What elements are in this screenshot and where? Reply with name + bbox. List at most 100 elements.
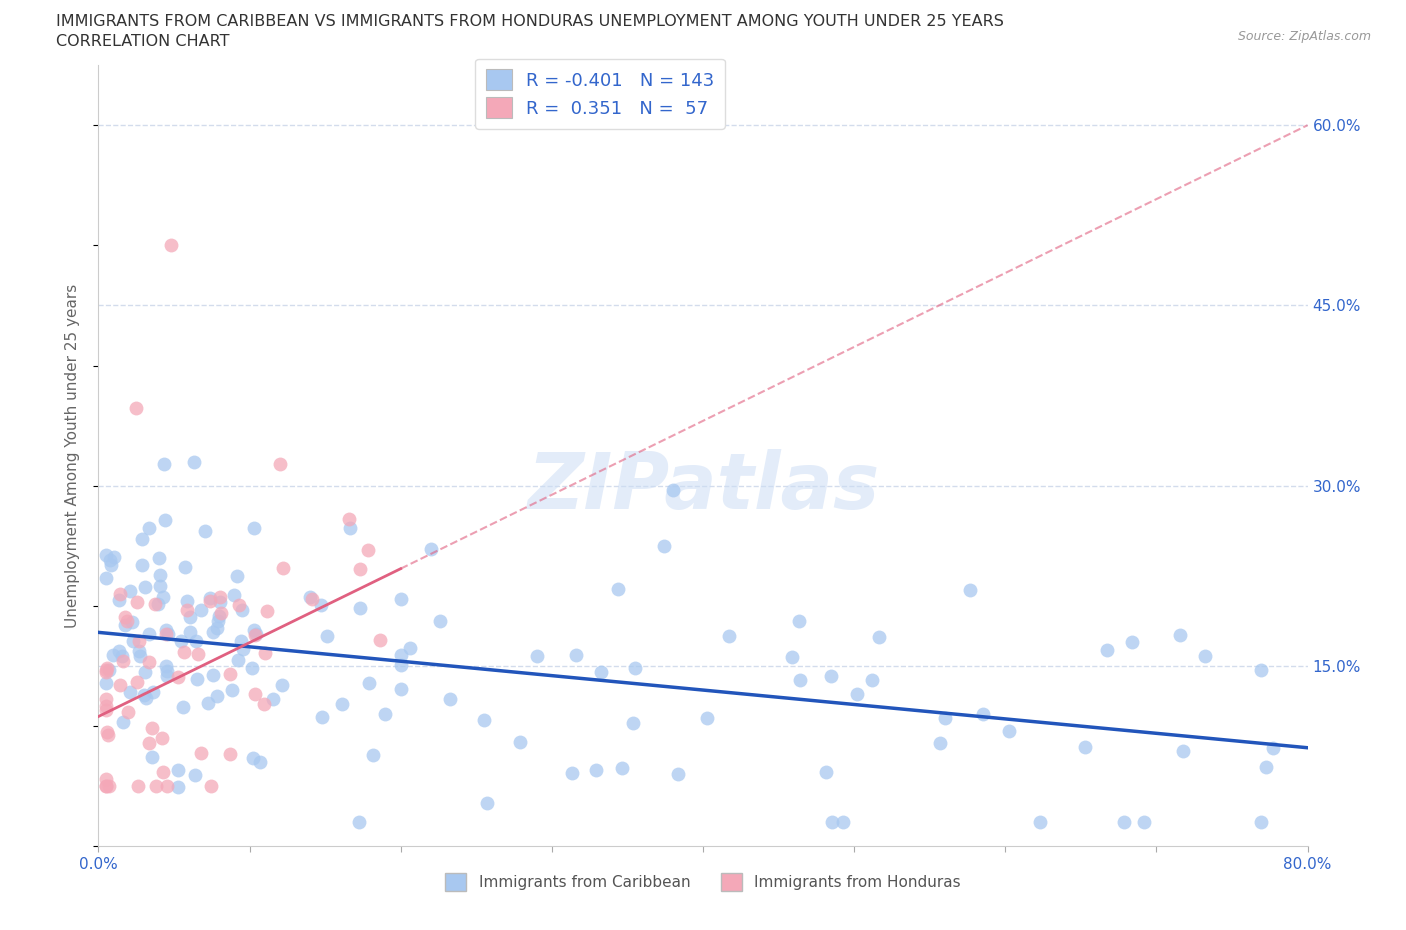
Point xyxy=(198,591,221,605)
Point xyxy=(271,678,294,693)
Point xyxy=(209,594,232,609)
Point xyxy=(134,664,156,679)
Point xyxy=(108,678,131,693)
Point xyxy=(97,727,120,742)
Point xyxy=(155,658,177,673)
Point xyxy=(652,538,675,553)
Point xyxy=(240,661,263,676)
Point xyxy=(845,686,868,701)
Point xyxy=(1254,760,1277,775)
Point xyxy=(186,633,208,648)
Point xyxy=(228,597,250,612)
Point xyxy=(103,550,125,565)
Point xyxy=(311,710,333,724)
Point xyxy=(243,622,266,637)
Point xyxy=(190,746,212,761)
Y-axis label: Unemployment Among Youth under 25 years: Unemployment Among Youth under 25 years xyxy=(65,284,80,628)
Point xyxy=(205,620,228,635)
Point xyxy=(94,570,117,585)
Point xyxy=(696,711,718,725)
Point xyxy=(145,778,167,793)
Point xyxy=(361,748,384,763)
Point xyxy=(94,665,117,680)
Point xyxy=(221,682,243,697)
Point xyxy=(232,641,254,656)
Point xyxy=(94,772,117,787)
Point xyxy=(198,593,221,608)
Point xyxy=(339,521,361,536)
Point xyxy=(1132,815,1154,830)
Point xyxy=(1095,642,1118,657)
Point xyxy=(121,615,143,630)
Point xyxy=(138,736,160,751)
Point xyxy=(374,707,396,722)
Point xyxy=(561,765,583,780)
Point xyxy=(243,686,266,701)
Point xyxy=(1261,740,1284,755)
Point xyxy=(96,725,118,740)
Point xyxy=(472,712,495,727)
Point xyxy=(419,541,441,556)
Point xyxy=(718,629,741,644)
Point xyxy=(219,667,242,682)
Text: Source: ZipAtlas.com: Source: ZipAtlas.com xyxy=(1237,30,1371,43)
Point xyxy=(242,751,264,765)
Point xyxy=(509,735,531,750)
Point xyxy=(205,688,228,703)
Legend: Immigrants from Caribbean, Immigrants from Honduras: Immigrants from Caribbean, Immigrants fr… xyxy=(439,868,967,897)
Point xyxy=(316,628,339,643)
Point xyxy=(170,633,193,648)
Point xyxy=(94,676,117,691)
Point xyxy=(815,764,838,779)
Point xyxy=(389,682,412,697)
Point xyxy=(142,684,165,699)
Point xyxy=(254,645,277,660)
Point xyxy=(98,778,121,793)
Point xyxy=(359,675,381,690)
Point xyxy=(565,647,588,662)
Point xyxy=(179,610,201,625)
Point xyxy=(612,761,634,776)
Point xyxy=(666,766,689,781)
Point xyxy=(780,649,803,664)
Point xyxy=(143,596,166,611)
Point xyxy=(115,614,138,629)
Point xyxy=(207,614,229,629)
Point xyxy=(173,559,195,574)
Point xyxy=(122,633,145,648)
Point xyxy=(229,633,252,648)
Point xyxy=(330,697,353,711)
Text: ZIPatlas: ZIPatlas xyxy=(527,449,879,525)
Point xyxy=(152,590,174,604)
Point xyxy=(111,714,134,729)
Point xyxy=(190,603,212,618)
Point xyxy=(103,647,125,662)
Point xyxy=(271,561,294,576)
Point xyxy=(134,579,156,594)
Point xyxy=(141,750,163,764)
Point xyxy=(789,672,811,687)
Point xyxy=(128,633,150,648)
Point xyxy=(138,521,160,536)
Point xyxy=(928,736,950,751)
Point xyxy=(110,587,132,602)
Point xyxy=(167,670,190,684)
Point xyxy=(127,778,149,793)
Point xyxy=(1250,815,1272,830)
Point xyxy=(256,604,278,618)
Point xyxy=(96,660,118,675)
Point xyxy=(820,669,842,684)
Point xyxy=(209,590,232,604)
Point xyxy=(138,627,160,642)
Point xyxy=(868,630,890,644)
Text: IMMIGRANTS FROM CARIBBEAN VS IMMIGRANTS FROM HONDURAS UNEMPLOYMENT AMONG YOUTH U: IMMIGRANTS FROM CARIBBEAN VS IMMIGRANTS … xyxy=(56,14,1004,29)
Point xyxy=(183,454,205,469)
Point xyxy=(624,661,647,676)
Point xyxy=(224,588,246,603)
Point xyxy=(127,594,149,609)
Point xyxy=(311,597,333,612)
Point xyxy=(208,608,231,623)
Point xyxy=(389,658,412,673)
Point xyxy=(155,664,177,679)
Point xyxy=(245,628,267,643)
